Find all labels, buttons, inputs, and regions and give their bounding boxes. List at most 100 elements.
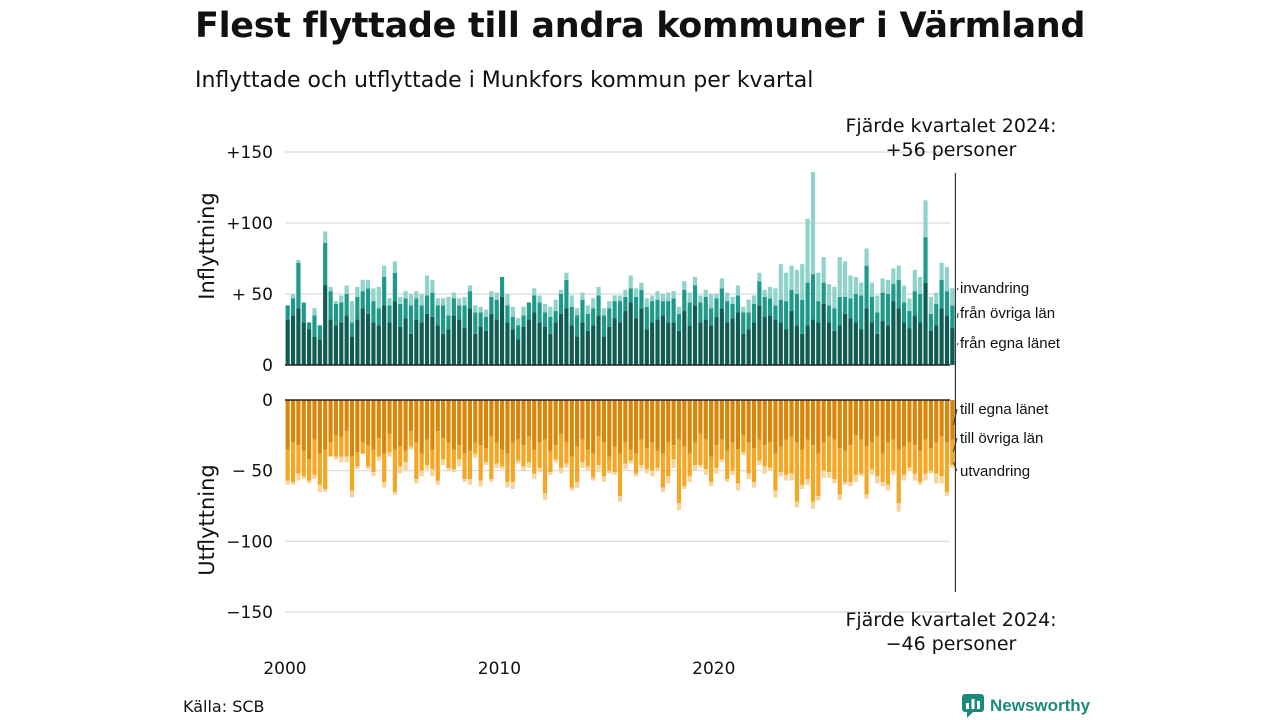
bar-segment: [939, 400, 944, 437]
bar-segment: [430, 449, 435, 470]
bar-segment: [510, 306, 515, 317]
bar-segment: [365, 445, 371, 467]
bar-segment: [296, 259, 301, 263]
bar-segment: [424, 400, 430, 440]
bar-segment: [403, 400, 408, 451]
bar-segment: [821, 400, 826, 443]
bar-segment: [580, 400, 585, 440]
bar-segment: [473, 453, 478, 458]
bar-segment: [569, 295, 574, 307]
bar-segment: [451, 315, 456, 365]
bar-segment: [725, 292, 730, 302]
bar-segment: [457, 298, 462, 306]
bar-segment: [548, 306, 553, 317]
bar-segment: [907, 400, 912, 443]
bar-segment: [290, 481, 296, 485]
bar-segment: [403, 450, 408, 463]
bar-segment: [585, 305, 590, 314]
bar-segment: [376, 286, 381, 309]
bar-segment: [735, 295, 741, 313]
bar-segment: [408, 294, 414, 306]
bar-segment: [837, 296, 842, 326]
bar-segment: [950, 439, 955, 466]
bar-segment: [891, 439, 896, 471]
bar-segment: [591, 298, 596, 309]
bar-segment: [489, 296, 494, 314]
bar-segment: [628, 400, 633, 450]
bar-segment: [489, 436, 494, 480]
bar-segment: [751, 448, 757, 482]
bar-segment: [832, 439, 837, 480]
bar-segment: [891, 268, 896, 285]
bar-segment: [516, 325, 521, 340]
bar-segment: [687, 292, 692, 303]
bar-segment: [349, 490, 355, 498]
bar-segment: [344, 294, 349, 316]
bar-segment: [810, 445, 816, 502]
bar-segment: [408, 333, 414, 365]
bar-segment: [901, 400, 907, 447]
bar-segment: [542, 312, 548, 327]
chart-subtitle: Inflyttade och utflyttade i Munkfors kom…: [195, 68, 814, 93]
bar-segment: [714, 445, 719, 468]
bar-segment: [944, 442, 950, 492]
bar-segment: [398, 400, 403, 447]
bar-segment: [617, 453, 623, 497]
bar-segment: [623, 442, 628, 464]
bar-segment: [435, 480, 440, 485]
legend-label: till övriga län: [960, 430, 1043, 447]
bar-segment: [762, 466, 767, 474]
bar-segment: [725, 450, 730, 480]
bar-segment: [548, 472, 553, 475]
bar-segment: [328, 319, 333, 365]
bar-segment: [558, 289, 564, 294]
bar-segment: [655, 319, 660, 365]
bar-segment: [698, 400, 703, 434]
bar-segment: [682, 289, 687, 312]
bar-segment: [826, 322, 832, 365]
bar-segment: [285, 400, 290, 450]
bar-segment: [928, 330, 933, 365]
bar-segment: [398, 296, 403, 304]
bar-segment: [462, 453, 467, 480]
bar-segment: [478, 445, 483, 481]
bar-segment: [875, 436, 880, 477]
bar-segment: [612, 295, 617, 302]
bar-segment: [692, 442, 698, 466]
bar-segment: [408, 305, 414, 334]
bar-segment: [349, 400, 355, 457]
bar-segment: [483, 330, 489, 365]
newsworthy-logo[interactable]: Newsworthy: [962, 694, 1090, 718]
bar-segment: [719, 288, 724, 309]
bar-segment: [612, 446, 617, 473]
bar-segment: [499, 466, 505, 470]
bar-segment: [912, 473, 917, 481]
bar-segment: [832, 479, 837, 484]
bar-segment: [773, 305, 778, 320]
bar-segment: [650, 322, 655, 365]
bar-segment: [918, 322, 923, 365]
bar-segment: [843, 481, 848, 485]
bar-segment: [585, 313, 590, 331]
bar-segment: [923, 400, 928, 440]
bar-segment: [333, 435, 339, 457]
bar-segment: [408, 431, 414, 447]
bar-segment: [553, 299, 558, 312]
bar-segment: [816, 496, 821, 501]
bar-segment: [928, 470, 933, 474]
bar-segment: [757, 272, 762, 282]
bar-segment: [843, 261, 848, 297]
bar-segment: [639, 308, 644, 365]
bar-segment: [553, 445, 558, 460]
bar-segment: [301, 302, 306, 323]
bar-segment: [687, 453, 692, 477]
bar-segment: [907, 328, 912, 365]
bar-segment: [794, 400, 799, 443]
bar-segment: [848, 445, 853, 482]
bar-segment: [564, 463, 569, 468]
bar-segment: [532, 295, 537, 313]
bar-segment: [682, 446, 687, 487]
bar-segment: [741, 452, 746, 456]
bar-segment: [467, 308, 473, 365]
bar-segment: [526, 462, 531, 468]
